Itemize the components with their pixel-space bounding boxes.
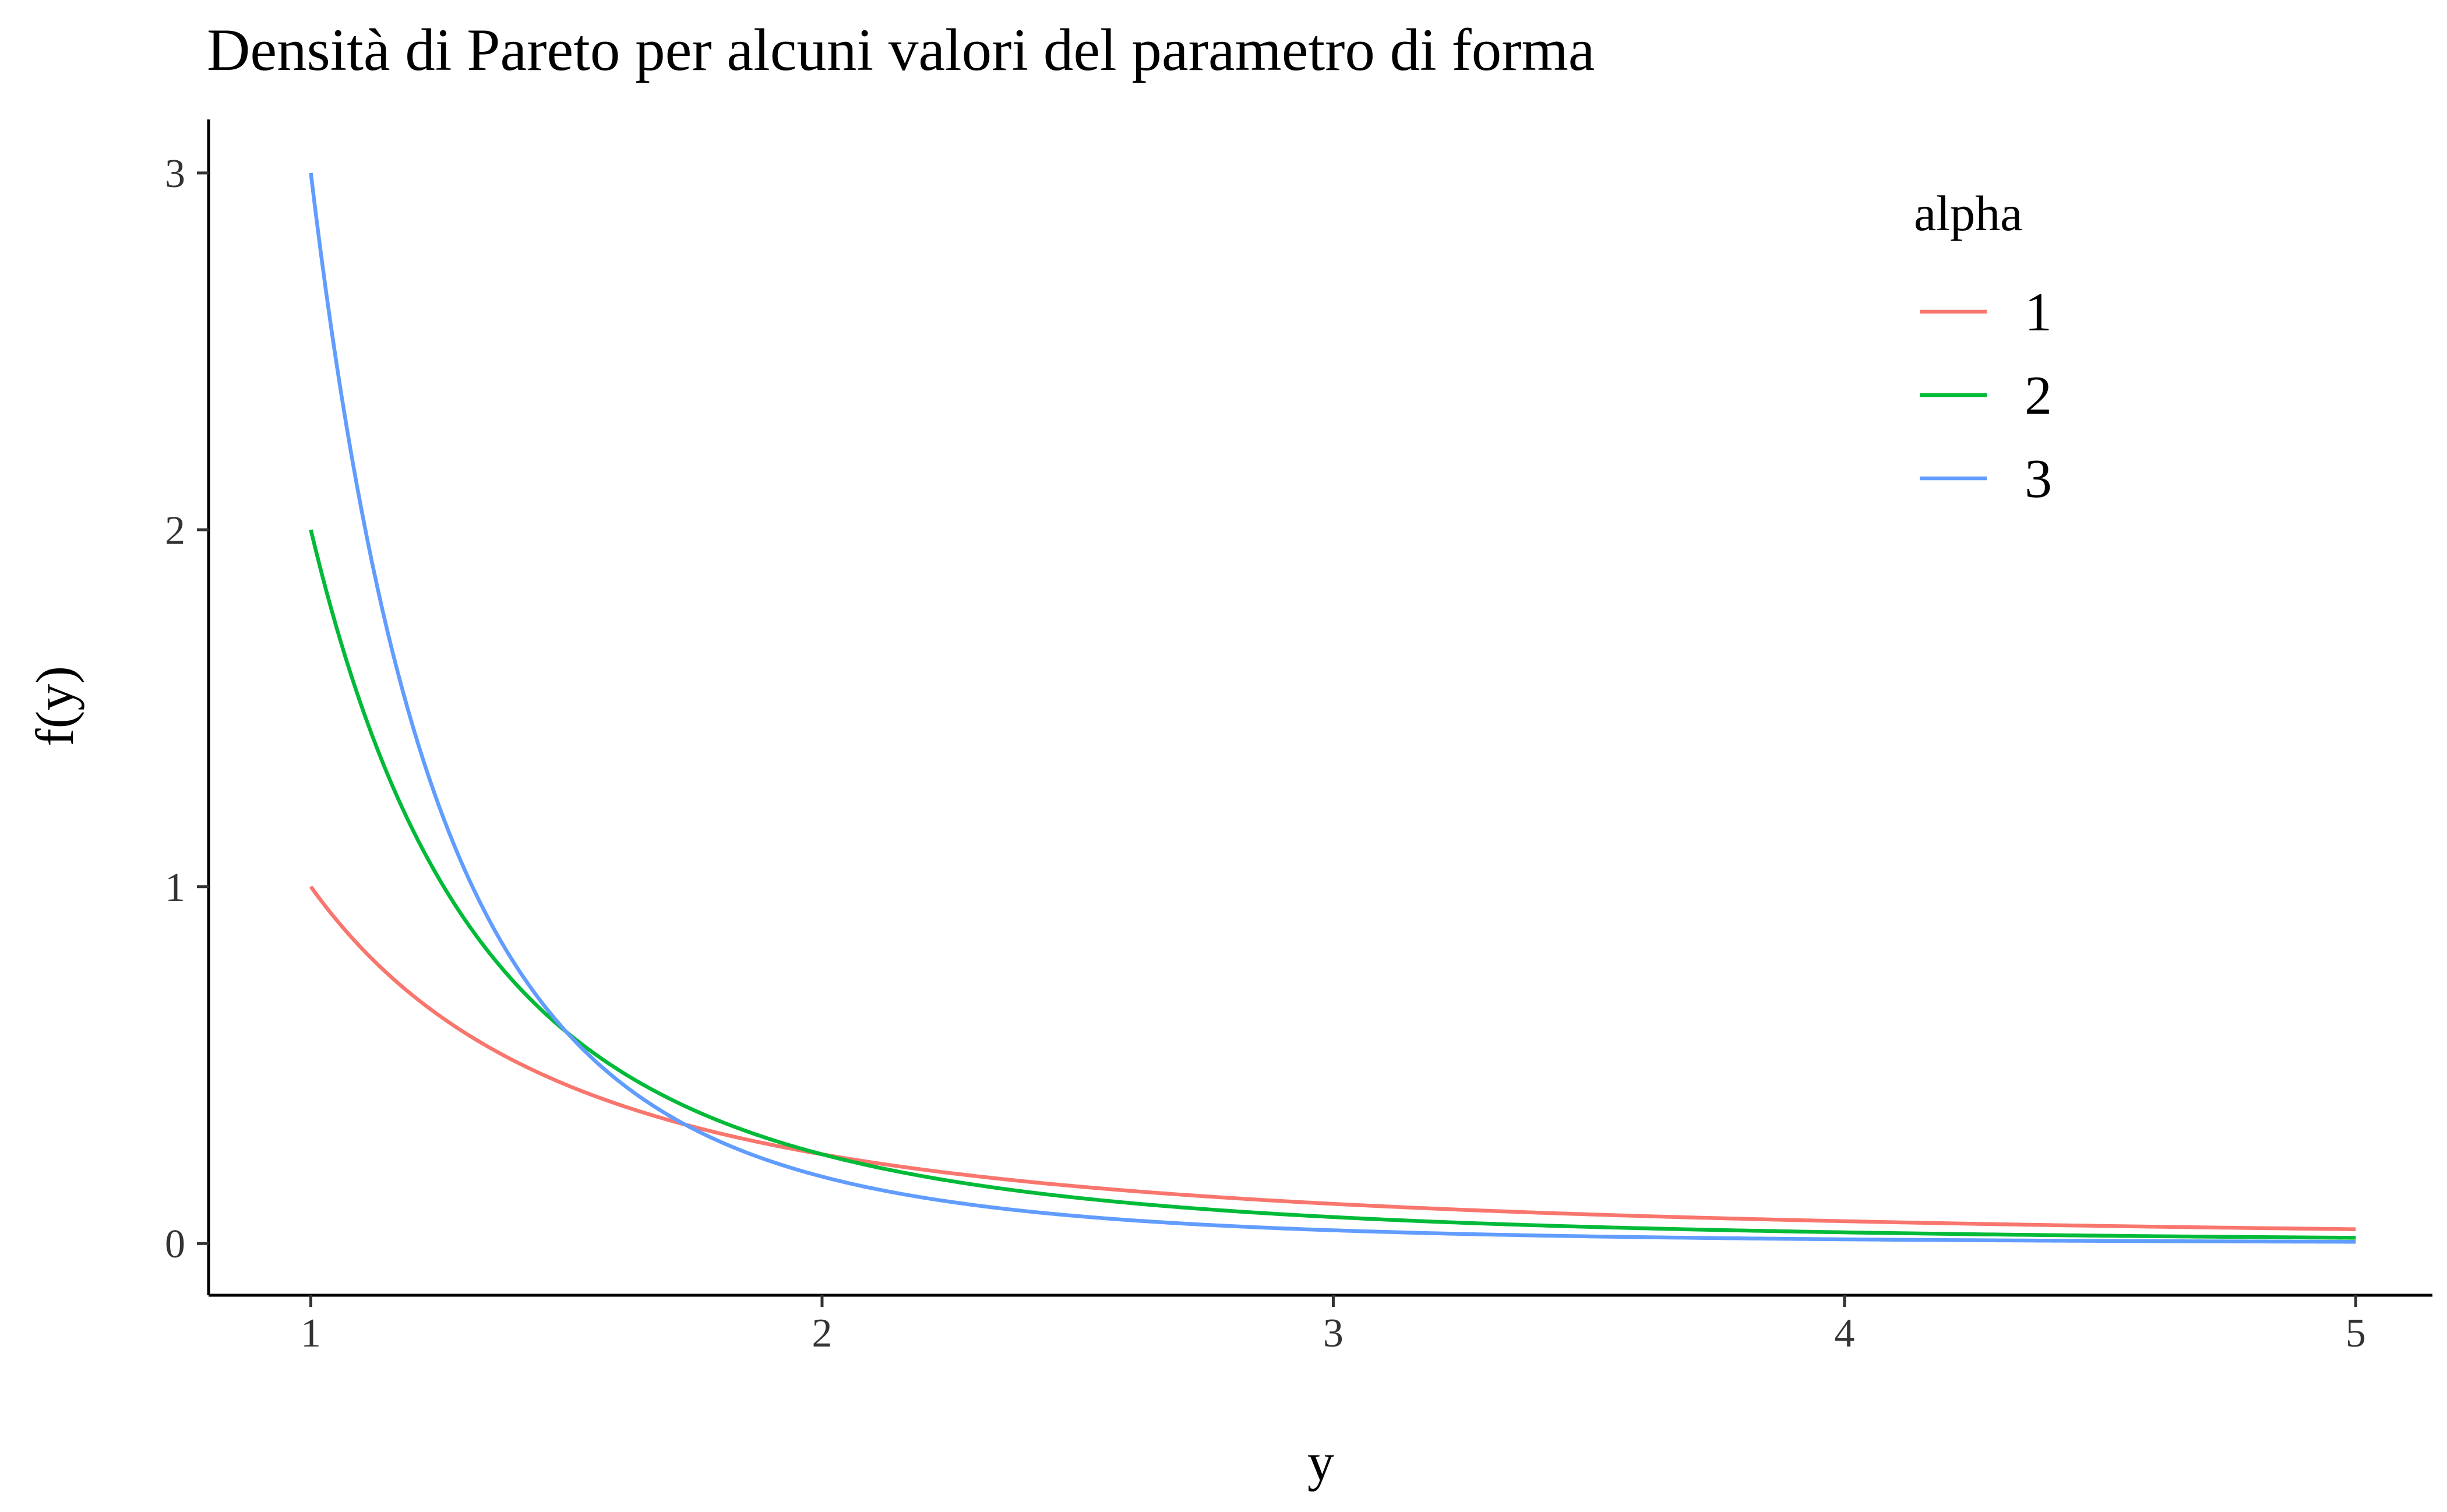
legend-label-alpha-3: 3 xyxy=(2025,449,2052,509)
x-axis-ticks: 1 2 3 4 5 xyxy=(301,1295,2366,1356)
chart-title: Densità di Pareto per alcuni valori del … xyxy=(207,17,1595,83)
x-tick-label: 4 xyxy=(1834,1311,1854,1356)
series-line-alpha-1 xyxy=(309,885,2356,1231)
y-axis-ticks: 0 1 2 3 xyxy=(165,151,209,1267)
y-tick-label: 3 xyxy=(165,151,185,196)
plot-series-group xyxy=(309,172,2356,1244)
y-axis-title: f(y) xyxy=(25,666,84,746)
y-tick-label: 2 xyxy=(165,508,185,553)
x-axis-title: y xyxy=(1307,1432,1334,1492)
legend-title: alpha xyxy=(1914,185,2022,241)
series-line-alpha-2 xyxy=(309,529,2356,1240)
legend-label-alpha-2: 2 xyxy=(2025,365,2052,426)
y-tick-label: 0 xyxy=(165,1222,185,1267)
legend-label-alpha-1: 1 xyxy=(2025,282,2052,343)
x-tick-label: 1 xyxy=(301,1311,321,1356)
legend-items: 1 2 3 xyxy=(1920,282,2052,509)
x-tick-label: 2 xyxy=(812,1311,832,1356)
x-tick-label: 3 xyxy=(1323,1311,1344,1356)
legend: alpha 1 2 3 xyxy=(1914,185,2052,509)
y-tick-label: 1 xyxy=(165,865,185,910)
x-tick-label: 5 xyxy=(2346,1311,2366,1356)
series-line-alpha-3 xyxy=(309,172,2356,1244)
